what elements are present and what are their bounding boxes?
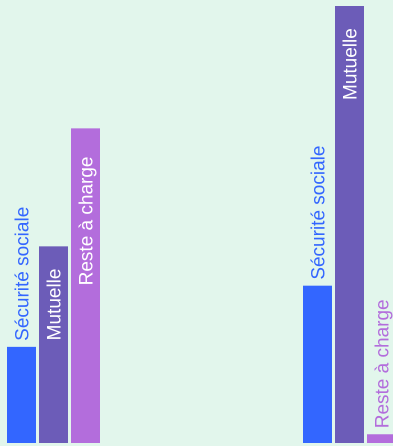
- bar-2-1: [303, 285, 332, 443]
- bar-1-3: [71, 128, 100, 444]
- bar-2-2: [335, 6, 364, 443]
- bar-1-1: [7, 346, 36, 443]
- bar-1-2: [39, 246, 68, 443]
- bar-label-2-1: Sécurité sociale: [309, 146, 330, 280]
- bar-2-3: [367, 434, 393, 443]
- bar-label-1-2: Mutuelle: [45, 269, 66, 341]
- bar-label-1-3: Reste à charge: [77, 157, 98, 286]
- bar-label-1-1: Sécurité sociale: [13, 207, 34, 341]
- bar-label-2-3: Reste à charge: [373, 299, 393, 428]
- bar-label-2-2: Mutuelle: [341, 28, 362, 100]
